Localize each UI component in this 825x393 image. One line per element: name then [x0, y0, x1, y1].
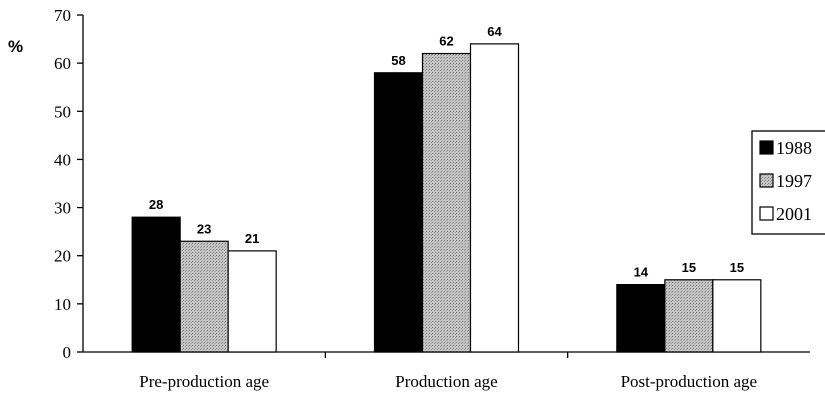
y-tick-label: 30 — [54, 199, 71, 218]
legend-swatch-1997 — [759, 173, 774, 188]
legend-label-2001: 2001 — [776, 204, 812, 224]
data-label: 15 — [682, 260, 696, 275]
y-tick-label: 60 — [54, 54, 71, 73]
legend-label-1997: 1997 — [776, 171, 812, 191]
y-tick-label: 40 — [54, 150, 71, 169]
legend-swatch-1988 — [759, 140, 774, 155]
data-label: 58 — [391, 53, 405, 68]
y-tick-label: 50 — [54, 102, 71, 121]
bar-1997-2 — [421, 52, 472, 353]
bar-2001-3 — [712, 279, 762, 353]
y-axis-unit-label: % — [8, 37, 23, 56]
data-label: 15 — [730, 260, 744, 275]
data-label: 21 — [245, 231, 259, 246]
bar-1988-2 — [373, 72, 424, 353]
bar-1997-3 — [664, 279, 714, 353]
y-axis: 0 10 20 30 40 50 60 70 — [54, 6, 84, 362]
legend: 1988 1997 2001 — [751, 130, 825, 235]
data-label: 23 — [197, 221, 211, 236]
data-label: 64 — [487, 24, 502, 39]
y-tick-label: 10 — [54, 295, 71, 314]
x-category-label: Post-production age — [621, 372, 757, 391]
bar-1997-1 — [179, 240, 229, 353]
data-label: 14 — [634, 265, 649, 280]
y-tick-label: 0 — [63, 343, 72, 362]
data-label: 28 — [149, 197, 163, 212]
legend-label-1988: 1988 — [776, 138, 812, 158]
bar-2001-1 — [227, 250, 277, 353]
bars-group: 28 23 21 58 62 64 14 15 15 — [131, 24, 762, 353]
x-category-label: Production age — [395, 372, 497, 391]
bar-1988-3 — [616, 284, 666, 353]
x-category-label: Pre-production age — [139, 372, 269, 391]
y-tick-label: 20 — [54, 247, 71, 266]
data-label: 62 — [439, 34, 453, 49]
legend-swatch-2001 — [759, 206, 774, 221]
bar-1988-1 — [131, 216, 181, 353]
x-axis: Pre-production age Production age Post-pro… — [83, 351, 810, 391]
bar-2001-2 — [469, 43, 520, 353]
y-tick-label: 70 — [54, 6, 71, 25]
